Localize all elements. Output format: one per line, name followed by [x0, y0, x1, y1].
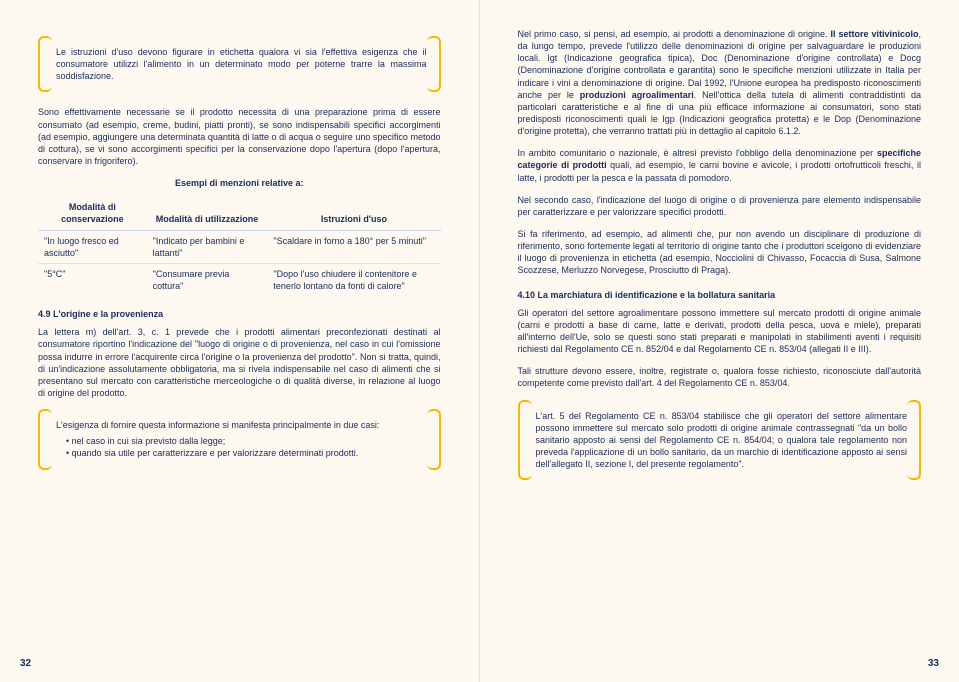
callout-esigenza: L'esigenza di fornire questa informazion…: [38, 409, 441, 469]
th-utilizzazione: Modalità di utilizzazione: [147, 197, 268, 230]
cell: "Consumare previa cottura": [147, 263, 268, 296]
bracket-left-icon: [38, 409, 52, 469]
bold-vitivinicolo: Il settore vitivinicolo: [830, 29, 918, 39]
heading-4-10: 4.10 La marchiatura di identificazione e…: [518, 289, 922, 301]
table-row: "5°C" "Consumare previa cottura" "Dopo l…: [38, 263, 441, 296]
heading-4-9: 4.9 L'origine e la provenienza: [38, 308, 441, 320]
bracket-right-icon: [427, 409, 441, 469]
body-para-49: La lettera m) dell'art. 3, c. 1 prevede …: [38, 326, 441, 399]
list-item: nel caso in cui sia previsto dalla legge…: [66, 435, 427, 447]
cell: "Dopo l'uso chiudere il contenitore e te…: [267, 263, 440, 296]
body-para-secondo: Nel secondo caso, l'indicazione del luog…: [518, 194, 922, 218]
page-spread: Le istruzioni d'uso devono figurare in e…: [0, 0, 959, 682]
body-para-origin: Nel primo caso, si pensi, ad esempio, ai…: [518, 28, 922, 137]
table-title: Esempi di menzioni relative a:: [38, 177, 441, 189]
callout-list: nel caso in cui sia previsto dalla legge…: [56, 435, 427, 459]
bracket-left-icon: [518, 400, 532, 481]
table-header-row: Modalità di conservazione Modalità di ut…: [38, 197, 441, 230]
body-para-1: Sono effettivamente necessarie se il pro…: [38, 106, 441, 167]
page-left: Le istruzioni d'uso devono figurare in e…: [0, 0, 480, 682]
page-right: Nel primo caso, si pensi, ad esempio, ai…: [480, 0, 959, 682]
callout-intro: L'esigenza di fornire questa informazion…: [56, 419, 427, 431]
bracket-left-icon: [38, 36, 52, 92]
txt: Nel primo caso, si pensi, ad esempio, ai…: [518, 29, 831, 39]
page-number-right: 33: [928, 657, 939, 671]
page-number-left: 32: [20, 657, 31, 671]
cell: "5°C": [38, 263, 147, 296]
bracket-right-icon: [907, 400, 921, 481]
bold-agroalimentari: produzioni agroalimentari: [580, 90, 694, 100]
th-conservazione: Modalità di conservazione: [38, 197, 147, 230]
body-para-categorie: In ambito comunitario o nazionale, è alt…: [518, 147, 922, 183]
body-para-riferimento: Si fa riferimento, ad esempio, ad alimen…: [518, 228, 922, 277]
table-row: "In luogo fresco ed asciutto" "Indicato …: [38, 230, 441, 263]
cell: "Indicato per bambini e lattanti": [147, 230, 268, 263]
txt: In ambito comunitario o nazionale, è alt…: [518, 148, 877, 158]
callout-text: Le istruzioni d'uso devono figurare in e…: [56, 46, 427, 82]
callout-art5: L'art. 5 del Regolamento CE n. 853/04 st…: [518, 400, 922, 481]
callout-istruzioni: Le istruzioni d'uso devono figurare in e…: [38, 36, 441, 92]
callout-text: L'art. 5 del Regolamento CE n. 853/04 st…: [536, 410, 908, 471]
cell: "Scaldare in forno a 180° per 5 minuti": [267, 230, 440, 263]
list-item: quando sia utile per caratterizzare e pe…: [66, 447, 427, 459]
body-para-410: Gli operatori del settore agroalimentare…: [518, 307, 922, 356]
th-istruzioni: Istruzioni d'uso: [267, 197, 440, 230]
examples-table: Modalità di conservazione Modalità di ut…: [38, 197, 441, 296]
cell: "In luogo fresco ed asciutto": [38, 230, 147, 263]
bracket-right-icon: [427, 36, 441, 92]
body-para-410b: Tali strutture devono essere, inoltre, r…: [518, 365, 922, 389]
